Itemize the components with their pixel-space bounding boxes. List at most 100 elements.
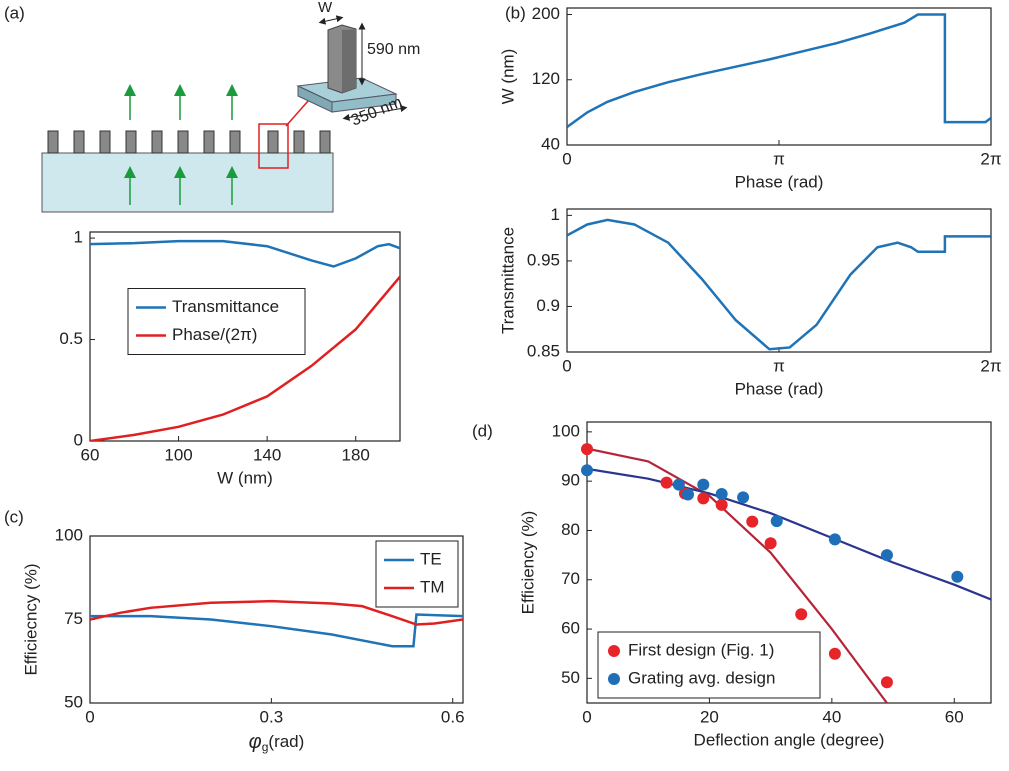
y-axis-label: W (nm) — [498, 49, 517, 105]
y-tick-label: 0.85 — [527, 341, 560, 360]
data-point — [697, 492, 710, 505]
plot-frame — [566, 208, 992, 353]
arrows — [124, 84, 238, 205]
y-tick-label: 40 — [541, 134, 560, 153]
x-tick-label: 180 — [342, 445, 370, 464]
fit-line — [587, 447, 888, 703]
x-tick-label: 2π — [980, 149, 1001, 168]
legend-box — [375, 540, 459, 608]
y-tick-label: 1 — [551, 205, 560, 224]
data-point — [697, 478, 710, 491]
x-tick-label: 0 — [85, 707, 94, 726]
legend-marker — [608, 673, 620, 685]
data-point — [581, 443, 593, 456]
plot-frame — [566, 7, 992, 146]
plot-frame — [586, 421, 992, 704]
x-tick-label: 2π — [980, 356, 1001, 375]
width-label: W — [318, 0, 333, 16]
data-point — [672, 478, 685, 491]
x-axis-label: φg(rad) — [249, 731, 305, 754]
y-tick-label: 1 — [74, 228, 83, 247]
data-point — [795, 608, 808, 621]
data-point — [737, 491, 750, 504]
legend-label: Grating avg. design — [628, 668, 775, 687]
panel-label: (b) — [505, 3, 526, 22]
data-point — [880, 676, 893, 689]
x-tick-label: 0 — [582, 707, 591, 726]
y-tick-label: 0.95 — [527, 250, 560, 269]
x-axis-label: W (nm) — [217, 468, 273, 487]
highlight-box — [258, 123, 289, 169]
x-axis-label: Phase (rad) — [735, 172, 824, 191]
y-tick-label: 0.5 — [59, 329, 83, 348]
y-tick-label: 70 — [561, 569, 580, 588]
y-axis-label: Transmittance — [498, 227, 517, 334]
y-axis-label: Efficiency (%) — [518, 511, 537, 615]
legend-label: Phase/(2π) — [172, 325, 257, 344]
series-line — [90, 239, 400, 268]
x-tick-label: 60 — [945, 707, 964, 726]
x-tick-label: 0 — [562, 356, 571, 375]
legend-marker — [608, 645, 620, 657]
x-axis-label: Phase (rad) — [735, 379, 824, 398]
x-tick-label: 100 — [164, 445, 192, 464]
x-tick-label: 60 — [81, 445, 100, 464]
series-line — [567, 218, 991, 351]
legend-box — [597, 631, 821, 699]
x-label-unit: (rad) — [268, 732, 304, 751]
pillars — [47, 130, 331, 154]
series-line — [90, 599, 463, 626]
y-tick-label: 80 — [561, 520, 580, 539]
data-point — [880, 549, 893, 562]
fit-line — [587, 467, 991, 601]
x-tick-label: π — [773, 356, 785, 375]
panel-label: (c) — [4, 507, 24, 526]
series-line — [90, 275, 400, 441]
data-point — [951, 570, 964, 583]
legend-label: Transmittance — [172, 297, 279, 316]
y-tick-label: 100 — [552, 421, 580, 440]
y-tick-label: 0.9 — [536, 296, 560, 315]
legend-label: First design (Fig. 1) — [628, 640, 774, 659]
x-tick-label: 0 — [562, 149, 571, 168]
data-point — [828, 533, 841, 546]
x-label-subscript: g — [262, 740, 269, 754]
x-tick-label: 140 — [253, 445, 281, 464]
data-point — [746, 515, 759, 528]
height-label: 590 nm — [367, 41, 420, 58]
y-tick-label: 0 — [74, 430, 83, 449]
data-point — [764, 537, 777, 550]
x-tick-label: 20 — [700, 707, 719, 726]
x-tick-label: 40 — [822, 707, 841, 726]
panel-label: (a) — [4, 3, 25, 22]
y-tick-label: 90 — [561, 471, 580, 490]
x-tick-label: 0.6 — [441, 707, 465, 726]
y-axis-label: Efficiecncy (%) — [21, 563, 40, 675]
series-line — [567, 13, 991, 129]
x-axis-label: Deflection angle (degree) — [694, 730, 885, 749]
data-point — [660, 476, 673, 489]
y-tick-label: 200 — [532, 4, 560, 23]
x-label-symbol: φ — [249, 731, 262, 753]
x-tick-label: 0.3 — [260, 707, 284, 726]
y-tick-label: 100 — [55, 525, 83, 544]
data-point — [682, 488, 694, 501]
plot-frame — [89, 231, 401, 442]
y-tick-label: 60 — [561, 619, 580, 638]
data-point — [770, 515, 783, 528]
substrate — [41, 152, 334, 213]
y-tick-label: 50 — [64, 692, 83, 711]
y-tick-label: 120 — [532, 69, 560, 88]
x-tick-label: π — [773, 149, 785, 168]
unit-cell — [296, 15, 408, 121]
schematic: W 590 nm 350 nm — [41, 0, 420, 213]
y-tick-label: 50 — [561, 668, 580, 687]
legend-label: TE — [420, 549, 442, 568]
legend-box — [127, 288, 306, 355]
legend-label: TM — [420, 577, 445, 596]
data-point — [715, 487, 728, 500]
data-point — [581, 464, 593, 477]
data-point — [715, 498, 728, 511]
panel-label: (d) — [472, 421, 493, 440]
